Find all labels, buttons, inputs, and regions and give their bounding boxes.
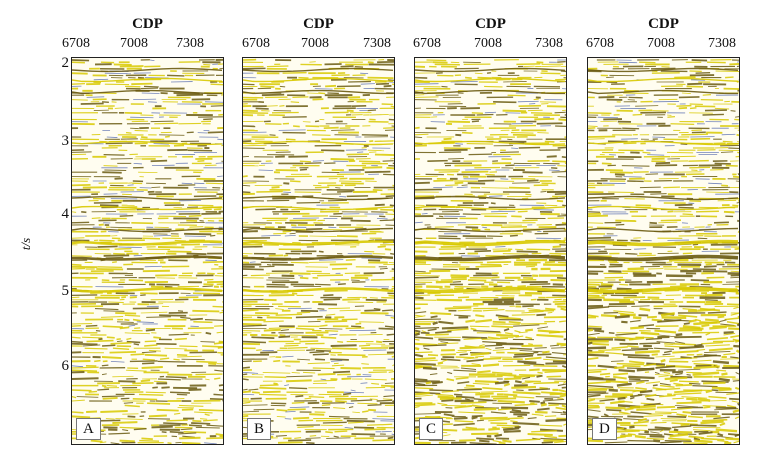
seismic-panel-c: C [414, 57, 567, 445]
x-tick-d-7008: 7008 [647, 36, 675, 51]
seismic-panel-b: B [242, 57, 395, 445]
x-tick-c-7008: 7008 [474, 36, 502, 51]
x-tick-a-6708: 6708 [62, 36, 90, 51]
x-tick-d-6708: 6708 [586, 36, 614, 51]
x-tick-b-7308: 7308 [363, 36, 391, 51]
x-tick-c-6708: 6708 [413, 36, 441, 51]
y-tick-4: 4 [61, 206, 70, 222]
seismic-section-a [72, 58, 223, 444]
seismic-panel-a: A [71, 57, 224, 445]
x-tick-d-7308: 7308 [708, 36, 736, 51]
seismic-section-c [415, 59, 566, 444]
y-tick-6: 6 [61, 358, 70, 374]
x-tick-a-7008: 7008 [120, 36, 148, 51]
seismic-panel-d: D [587, 57, 740, 445]
x-tick-b-6708: 6708 [242, 36, 270, 51]
x-axis-title-c: CDP [475, 16, 506, 32]
panel-label-d: D [592, 418, 617, 440]
panel-label-b: B [247, 418, 272, 440]
seismic-section-b [243, 58, 394, 444]
x-axis-title-b: CDP [303, 16, 334, 32]
y-tick-5: 5 [61, 283, 70, 299]
y-tick-2: 2 [61, 55, 70, 71]
y-axis-label: t/s [18, 237, 34, 251]
panel-label-a: A [76, 418, 101, 440]
y-tick-3: 3 [61, 133, 70, 149]
panel-label-c: C [419, 418, 444, 440]
x-tick-c-7308: 7308 [535, 36, 563, 51]
x-axis-title-a: CDP [132, 16, 163, 32]
seismic-section-d [588, 58, 739, 444]
x-axis-title-d: CDP [648, 16, 679, 32]
x-tick-a-7308: 7308 [176, 36, 204, 51]
x-tick-b-7008: 7008 [301, 36, 329, 51]
